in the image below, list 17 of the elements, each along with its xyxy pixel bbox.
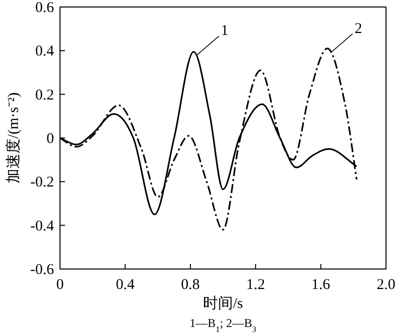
y-tick-label: 0 <box>46 131 54 147</box>
text: 1—B$_{1}$; 2—B$_{3}$ <box>190 316 256 333</box>
x-tick-label: 2.0 <box>376 277 396 293</box>
x-tick-label: 1.2 <box>246 277 265 293</box>
y-tick-label: 0.6 <box>35 0 54 16</box>
y-tick-label: 0.4 <box>35 44 54 60</box>
x-axis-title: 时间/s <box>202 295 244 312</box>
y-tick-label: -0.4 <box>30 218 54 234</box>
x-tick-label: 0.4 <box>116 277 136 293</box>
y-tick-label: 0.2 <box>35 87 54 104</box>
annotation: 1 <box>220 23 228 40</box>
y-tick-label: -0.6 <box>30 262 54 278</box>
x-tick-label: 1.6 <box>311 277 331 293</box>
x-tick-label: 0.8 <box>181 277 200 293</box>
annotation: 2 <box>354 20 362 37</box>
y-axis-title: 加速度/(m·s⁻²) <box>5 92 22 184</box>
y-tick-label: -0.2 <box>30 174 54 191</box>
